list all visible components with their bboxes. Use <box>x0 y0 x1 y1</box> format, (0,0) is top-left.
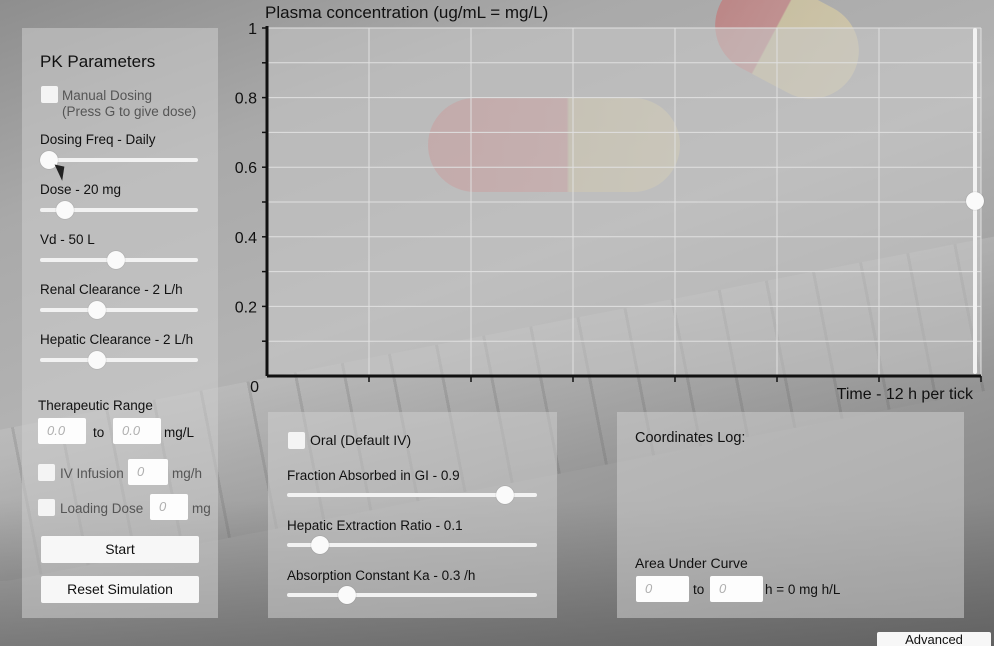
slider-label: Dosing Freq - Daily <box>40 132 156 147</box>
y-tick-label: 0.6 <box>235 160 257 177</box>
range-unit-label: mg/L <box>164 425 195 440</box>
concentration-chart: 0 0.2 0.4 0.6 0.8 1 Plasma concentration (ug/… <box>235 3 982 403</box>
slider-knob[interactable] <box>495 486 514 504</box>
start-button[interactable]: Start <box>41 536 199 563</box>
manual-dosing-checkbox[interactable] <box>41 86 58 103</box>
slider-track <box>40 358 198 362</box>
pk-parameters-panel: PK Parameters Manual Dosing (Press G to … <box>22 28 218 618</box>
x-axis-label: Time - 12 h per tick <box>837 386 974 403</box>
range-high-input[interactable]: 0.0 <box>113 418 161 444</box>
slider-label: Dose - 20 mg <box>40 182 122 197</box>
slider-track <box>40 208 198 212</box>
y-scale-slider[interactable] <box>965 28 985 374</box>
slider-track <box>287 593 537 597</box>
parameter-slider[interactable] <box>40 150 198 170</box>
slider-track <box>287 543 537 547</box>
loading-dose-unit: mg <box>192 501 211 516</box>
y-tick-label: 1 <box>248 21 257 38</box>
coordinates-log-title: Coordinates Log: <box>635 430 746 446</box>
auc-label: Area Under Curve <box>635 555 748 571</box>
loading-dose-label: Loading Dose <box>60 501 144 516</box>
slider-knob[interactable] <box>56 201 75 219</box>
slider-label: Absorption Constant Ka - 0.3 /h <box>287 568 476 583</box>
slider-track <box>40 158 198 162</box>
auc-from-input[interactable]: 0 <box>636 576 689 602</box>
slider-knob[interactable] <box>106 251 125 269</box>
y-tick-label: 0.2 <box>235 299 257 316</box>
range-low-input[interactable]: 0.0 <box>38 418 86 444</box>
parameter-slider[interactable] <box>287 535 537 555</box>
iv-infusion-label: IV Infusion <box>60 466 124 481</box>
slider-label: Vd - 50 L <box>40 232 95 247</box>
chart-title: Plasma concentration (ug/mL = mg/L) <box>265 3 548 22</box>
oral-absorption-panel: Oral (Default IV) Fraction Absorbed in G… <box>268 412 557 618</box>
range-to-label: to <box>93 425 105 440</box>
slider-track <box>287 493 537 497</box>
auc-to-input[interactable]: 0 <box>710 576 763 602</box>
y-scale-knob[interactable] <box>966 192 984 210</box>
therapeutic-range-label: Therapeutic Range <box>38 398 153 413</box>
oral-label: Oral (Default IV) <box>310 432 412 448</box>
advanced-button[interactable]: Advanced <box>877 632 991 646</box>
iv-infusion-checkbox[interactable] <box>38 464 55 481</box>
iv-infusion-input[interactable]: 0 <box>128 459 168 485</box>
oral-checkbox[interactable] <box>288 432 305 449</box>
auc-to-label: to <box>693 582 705 597</box>
y-tick-label: 0.8 <box>235 91 257 108</box>
y-tick-label: 0.4 <box>235 230 257 247</box>
parameter-slider[interactable] <box>40 200 198 220</box>
slider-knob[interactable] <box>338 586 356 604</box>
loading-dose-checkbox[interactable] <box>38 499 55 516</box>
manual-dosing-hint: (Press G to give dose) <box>62 104 197 119</box>
slider-label: Hepatic Clearance - 2 L/h <box>40 332 194 347</box>
slider-knob[interactable] <box>87 351 106 369</box>
parameter-slider[interactable] <box>40 250 198 270</box>
slider-label: Hepatic Extraction Ratio - 0.1 <box>287 518 463 533</box>
parameter-slider[interactable] <box>40 300 198 320</box>
slider-knob[interactable] <box>310 536 329 554</box>
slider-track <box>40 308 198 312</box>
parameter-slider[interactable] <box>287 585 537 605</box>
slider-label: Renal Clearance - 2 L/h <box>40 282 183 297</box>
slider-knob[interactable] <box>40 151 59 169</box>
coordinates-log-panel: Coordinates Log: Area Under Curve 0 to 0… <box>617 412 964 618</box>
y-tick-label: 0 <box>250 379 259 396</box>
slider-knob[interactable] <box>87 301 106 319</box>
parameter-slider[interactable] <box>287 485 537 505</box>
slider-label: Fraction Absorbed in GI - 0.9 <box>287 468 460 483</box>
reset-simulation-button[interactable]: Reset Simulation <box>41 576 199 603</box>
loading-dose-input[interactable]: 0 <box>150 494 188 520</box>
manual-dosing-label: Manual Dosing <box>62 88 153 103</box>
auc-result: h = 0 mg h/L <box>765 582 841 597</box>
iv-infusion-unit: mg/h <box>172 466 203 481</box>
pk-panel-title: PK Parameters <box>40 52 156 71</box>
parameter-slider[interactable] <box>40 350 198 370</box>
